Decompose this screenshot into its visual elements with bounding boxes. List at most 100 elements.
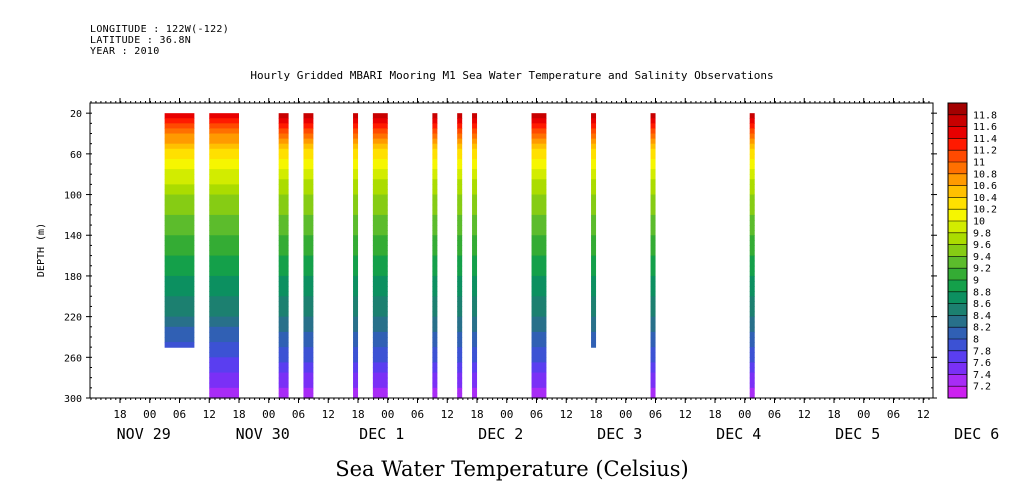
data-cell xyxy=(457,179,463,185)
data-column xyxy=(164,113,195,348)
data-cell xyxy=(457,153,463,160)
data-cell xyxy=(749,174,755,180)
data-cell xyxy=(457,342,463,348)
colorbar-swatch xyxy=(948,339,967,352)
data-cell xyxy=(164,306,195,313)
data-cell xyxy=(372,240,388,247)
colorbar-swatch xyxy=(948,114,967,127)
data-cell xyxy=(650,138,656,145)
data-cell xyxy=(650,392,656,399)
data-cell xyxy=(209,336,239,343)
data-cell xyxy=(650,164,656,170)
data-cell xyxy=(353,281,359,287)
data-cell xyxy=(650,214,656,221)
data-cell xyxy=(164,270,195,277)
data-cell xyxy=(353,123,359,130)
data-cell xyxy=(303,189,314,196)
data-cell xyxy=(432,148,438,155)
x-day-label: DEC 5 xyxy=(835,425,880,443)
data-cell xyxy=(303,113,314,119)
data-cell xyxy=(531,240,547,247)
data-cell xyxy=(372,362,388,369)
data-cell xyxy=(457,286,463,292)
data-cell xyxy=(650,321,656,328)
data-cell xyxy=(457,270,463,277)
data-cell xyxy=(472,291,478,297)
data-cell xyxy=(432,230,438,236)
data-cell xyxy=(209,138,239,145)
data-cell xyxy=(531,189,547,196)
data-cell xyxy=(472,133,478,140)
data-cell xyxy=(591,118,597,124)
data-cell xyxy=(432,367,438,374)
data-cell xyxy=(432,362,438,369)
data-cell xyxy=(457,336,463,343)
data-cell xyxy=(353,148,359,155)
data-cell xyxy=(353,133,359,140)
data-cell xyxy=(164,260,195,267)
data-cell xyxy=(650,372,656,379)
colorbar-swatch xyxy=(948,256,967,269)
data-column xyxy=(303,113,314,399)
data-cell xyxy=(472,387,478,394)
data-cell xyxy=(303,377,314,384)
data-cell xyxy=(372,342,388,348)
data-cell xyxy=(164,255,195,262)
data-cell xyxy=(650,382,656,389)
x-hour-label: 06 xyxy=(292,408,305,421)
data-cell xyxy=(457,352,463,358)
colorbar-swatch xyxy=(948,103,967,116)
data-cell xyxy=(472,301,478,308)
data-cell xyxy=(303,179,314,185)
data-cell xyxy=(353,301,359,308)
x-hour-label: 12 xyxy=(322,408,335,421)
data-cell xyxy=(278,153,289,160)
x-day-label: DEC 1 xyxy=(359,425,404,443)
data-cell xyxy=(650,336,656,343)
data-cell xyxy=(278,245,289,252)
data-cell xyxy=(531,311,547,318)
data-cell xyxy=(353,158,359,165)
x-hour-label: 00 xyxy=(857,408,870,421)
x-hour-label: 00 xyxy=(262,408,275,421)
data-cell xyxy=(472,392,478,399)
colorbar-swatch xyxy=(948,185,967,198)
data-cell xyxy=(457,209,463,216)
colorbar-label: 10.8 xyxy=(973,169,997,180)
data-cell xyxy=(432,270,438,277)
data-cell xyxy=(457,204,463,211)
data-cell xyxy=(749,357,755,363)
data-cell xyxy=(531,352,547,358)
data-cell xyxy=(303,153,314,160)
data-cell xyxy=(303,174,314,180)
data-cell xyxy=(372,230,388,236)
data-cell xyxy=(278,123,289,130)
data-cell xyxy=(432,189,438,196)
data-cell xyxy=(749,189,755,196)
data-cell xyxy=(531,316,547,323)
data-cell xyxy=(472,286,478,292)
data-cell xyxy=(531,265,547,272)
data-cell xyxy=(278,382,289,389)
data-cell xyxy=(472,331,478,338)
colorbar-label: 11 xyxy=(973,158,985,169)
data-cell xyxy=(650,169,656,175)
data-cell xyxy=(650,219,656,226)
data-cell xyxy=(650,275,656,282)
data-cell xyxy=(650,296,656,302)
data-cell xyxy=(432,281,438,287)
colorbar-label: 8.8 xyxy=(973,287,991,298)
data-cell xyxy=(432,306,438,313)
data-cell xyxy=(372,331,388,338)
data-cell xyxy=(749,214,755,221)
data-cell xyxy=(353,255,359,262)
data-cell xyxy=(372,377,388,384)
data-cell xyxy=(164,342,195,348)
data-cell xyxy=(209,392,239,399)
data-cell xyxy=(209,245,239,252)
data-cell xyxy=(372,199,388,206)
data-cell xyxy=(650,153,656,160)
data-cell xyxy=(650,362,656,369)
data-cell xyxy=(372,169,388,175)
data-cell xyxy=(591,174,597,180)
